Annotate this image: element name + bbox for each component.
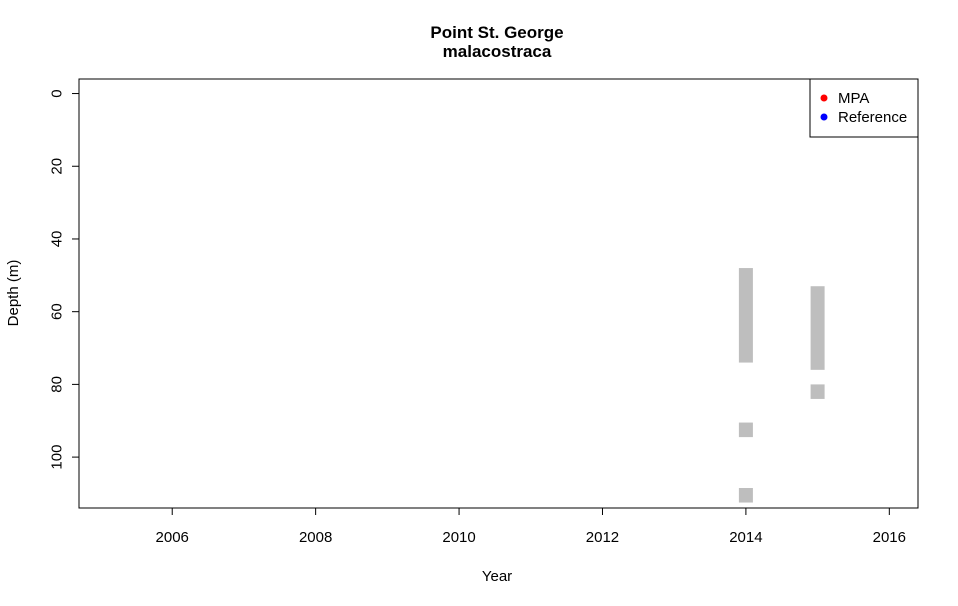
y-tick-label: 80	[49, 376, 66, 393]
legend-label-reference: Reference	[838, 109, 907, 126]
y-tick-label: 0	[49, 89, 66, 97]
y-tick-label: 20	[49, 158, 66, 175]
legend-label-mpa: MPA	[838, 90, 869, 107]
depth-range-bar-1	[738, 422, 753, 438]
legend: MPA Reference	[809, 78, 919, 138]
y-tick-label: 60	[49, 303, 66, 320]
y-axis: 0 20 40 60 80 100	[49, 89, 79, 470]
chart-title: Point St. George	[430, 23, 563, 42]
depth-range-bar-4	[810, 384, 825, 399]
depth-range-bar-0	[738, 268, 753, 363]
depth-bars	[738, 268, 825, 503]
plot-frame	[78, 78, 919, 509]
legend-marker-mpa	[820, 94, 828, 102]
chart-subtitle: malacostraca	[443, 42, 552, 61]
y-axis-label: Depth (m)	[5, 260, 22, 327]
y-tick-label: 40	[49, 231, 66, 248]
x-tick-label: 2006	[156, 529, 189, 546]
depth-range-bar-3	[810, 286, 825, 370]
x-tick-label: 2014	[729, 529, 762, 546]
x-tick-label: 2016	[873, 529, 906, 546]
legend-box	[809, 78, 919, 138]
x-axis-label: Year	[482, 568, 512, 585]
x-tick-label: 2010	[442, 529, 475, 546]
depth-range-bar-2	[738, 488, 753, 503]
x-tick-label: 2008	[299, 529, 332, 546]
y-tick-label: 100	[49, 445, 66, 470]
x-tick-label: 2012	[586, 529, 619, 546]
legend-marker-reference	[820, 113, 828, 121]
x-axis: 2006 2008 2010 2012 2014 2016	[156, 508, 906, 546]
